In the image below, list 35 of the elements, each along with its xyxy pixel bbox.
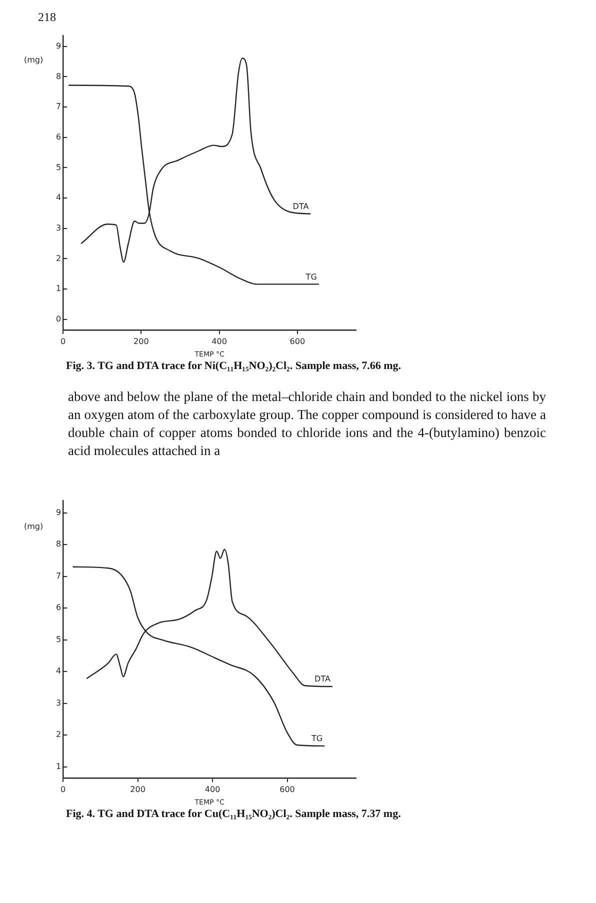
x-tick-label: 200	[130, 784, 146, 794]
caption: Fig. 3. TG and DTA trace for Ni(C₁₁H₁₅NO₂)₂Cl₂. Sample mass, 7.66 mg.	[66, 360, 402, 372]
caption: Fig. 4. TG and DTA trace for Cu(C₁₁H₁₅NO₂)Cl₂. Sample mass, 7.37 mg.	[66, 808, 402, 820]
text: above and below the plane of the metal–chloride chain and bonded to the nickel ions by an oxygen atom of the carboxylate group. The copper compound is considered to have a double chain of copper atoms bonded to chloride ions and the 4-(butylamino) benzoic acid molecules attached in a	[68, 388, 546, 460]
y-tick-label: 7	[56, 571, 62, 580]
x-tick-label: 400	[204, 784, 220, 794]
text: 218	[38, 10, 57, 25]
y-tick-label: 2	[56, 254, 62, 263]
series-label: DTA	[292, 202, 310, 211]
y-tick-label: 3	[56, 223, 62, 232]
x-tick-label: 200	[134, 336, 149, 346]
y-tick-label: 8	[56, 540, 62, 549]
y-tick-label: 6	[56, 132, 62, 142]
y-tick-label: 3	[56, 698, 62, 708]
y-tick-label: 5	[56, 634, 62, 644]
y-axis-title: (mg)	[24, 522, 44, 531]
y-tick-label: 1	[56, 762, 62, 771]
y-tick-label: 9	[56, 508, 62, 517]
series-label: TG	[310, 734, 323, 744]
x-tick-label: 600	[280, 784, 295, 794]
y-tick-label: 4	[56, 193, 62, 202]
y-tick-label: 4	[56, 666, 62, 676]
y-tick-label: 2	[56, 730, 62, 740]
y-tick-label: 7	[56, 102, 62, 112]
y-tick-label: 1	[56, 284, 62, 294]
x-tick-label: 600	[290, 336, 306, 346]
y-tick-label: 5	[56, 162, 62, 172]
y-tick-label: 9	[56, 41, 62, 50]
series-label: TG	[304, 272, 317, 282]
y-tick-label: 6	[56, 603, 62, 612]
series-label: DTA	[314, 674, 331, 684]
x-tick-label: 400	[212, 336, 227, 346]
y-axis-title: (mg)	[24, 55, 44, 64]
y-tick-label: 8	[56, 72, 62, 81]
y-tick-label: 0	[56, 314, 62, 324]
